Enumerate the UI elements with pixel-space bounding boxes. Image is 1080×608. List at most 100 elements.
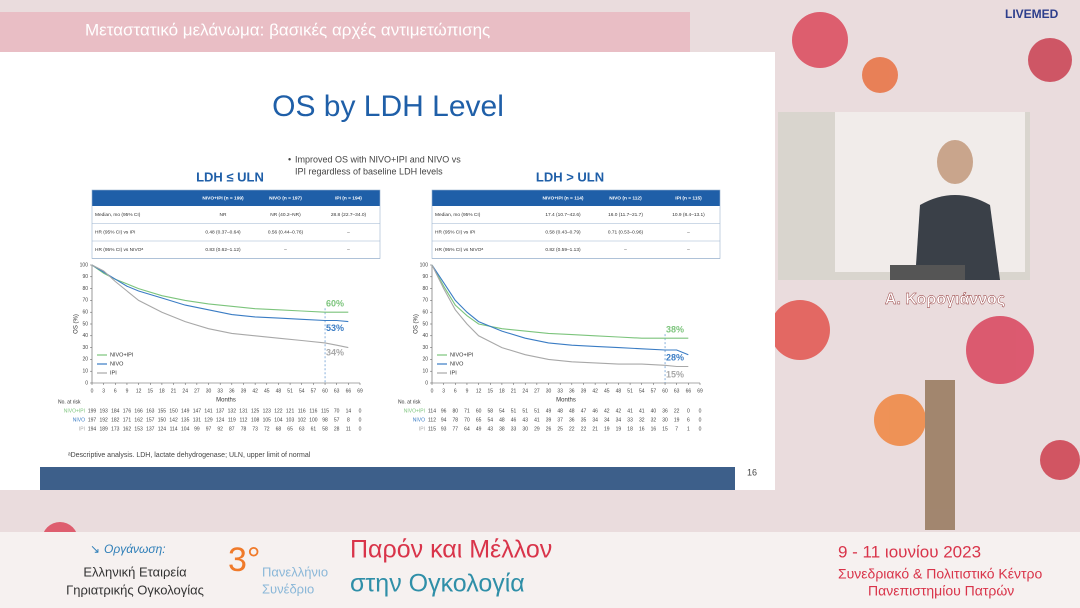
survival-curve bbox=[91, 264, 349, 323]
slide-bar bbox=[40, 467, 735, 490]
y-tick-label: 60 bbox=[82, 310, 88, 316]
speaker-body bbox=[915, 195, 1000, 280]
footer: ↘ Οργάνωση: Ελληνική Εταιρεία Γηριατρική… bbox=[0, 532, 1080, 608]
y-tick-label: 0 bbox=[85, 380, 88, 386]
risk-count: 21 bbox=[592, 426, 598, 432]
table-header-cell: NIVO (n = 112) bbox=[609, 195, 642, 201]
value-label: 34% bbox=[326, 347, 344, 357]
risk-count: 92 bbox=[217, 426, 223, 432]
risk-count: 26 bbox=[546, 426, 552, 432]
legend-label: NIVO bbox=[450, 361, 464, 367]
risk-count: 64 bbox=[464, 426, 470, 432]
risk-count: 99 bbox=[194, 426, 200, 432]
x-tick-label: 24 bbox=[182, 388, 188, 394]
x-tick-label: 18 bbox=[499, 388, 505, 394]
table-cell: 0.58 (0.43–0.79) bbox=[545, 230, 581, 236]
risk-count: 155 bbox=[158, 408, 167, 414]
risk-count: 112 bbox=[428, 417, 436, 423]
y-tick-label: 20 bbox=[82, 357, 88, 363]
x-tick-label: 12 bbox=[476, 388, 482, 394]
x-tick-label: 15 bbox=[147, 388, 153, 394]
risk-count: 176 bbox=[123, 408, 132, 414]
risk-count: 162 bbox=[134, 417, 143, 423]
risk-count: 49 bbox=[546, 408, 552, 414]
y-tick-label: 40 bbox=[422, 333, 428, 339]
risk-count: 32 bbox=[651, 417, 657, 423]
y-axis-label: OS (%) bbox=[74, 314, 80, 334]
risk-count: 0 bbox=[699, 417, 702, 423]
y-tick-label: 80 bbox=[422, 286, 428, 292]
y-tick-label: 40 bbox=[82, 333, 88, 339]
table-cell: – bbox=[284, 248, 287, 253]
risk-count: 33 bbox=[511, 426, 517, 432]
risk-count: 58 bbox=[487, 408, 493, 414]
risk-count: 38 bbox=[499, 426, 505, 432]
risk-count: 15 bbox=[662, 426, 668, 432]
risk-count: 54 bbox=[487, 417, 493, 423]
risk-count: 14 bbox=[346, 408, 352, 414]
x-tick-label: 63 bbox=[334, 388, 340, 394]
bullet-dot: • bbox=[288, 154, 291, 164]
y-tick-label: 80 bbox=[82, 286, 88, 292]
x-tick-label: 48 bbox=[616, 388, 622, 394]
table-header bbox=[92, 190, 380, 206]
x-tick-label: 0 bbox=[431, 388, 434, 394]
x-tick-label: 69 bbox=[697, 388, 703, 394]
risk-count: 116 bbox=[309, 408, 317, 414]
risk-count: 48 bbox=[569, 408, 575, 414]
risk-count: 184 bbox=[111, 408, 120, 414]
risk-count: 71 bbox=[464, 408, 470, 414]
risk-count: 0 bbox=[359, 408, 362, 414]
risk-count: 78 bbox=[241, 426, 247, 432]
organizer-label: Οργάνωση: bbox=[104, 542, 166, 556]
topic: Μεταστατικό μελάνωμα: βασικές αρχές αντι… bbox=[85, 20, 490, 39]
survival-curve bbox=[431, 264, 689, 368]
risk-count: 34 bbox=[616, 417, 622, 423]
risk-count: 121 bbox=[286, 408, 295, 414]
risk-count: 197 bbox=[88, 417, 97, 423]
x-tick-label: 45 bbox=[604, 388, 610, 394]
risk-count: 98 bbox=[322, 417, 328, 423]
x-tick-label: 30 bbox=[546, 388, 552, 394]
risk-count: 103 bbox=[286, 417, 295, 423]
risk-count: 104 bbox=[181, 426, 190, 432]
risk-title: No. at risk bbox=[58, 399, 81, 405]
value-label: 28% bbox=[666, 352, 684, 362]
risk-count: 122 bbox=[274, 408, 283, 414]
survival-curve bbox=[431, 264, 689, 339]
risk-count: 42 bbox=[604, 408, 610, 414]
x-tick-label: 39 bbox=[581, 388, 587, 394]
risk-count: 189 bbox=[99, 426, 108, 432]
survival-curve bbox=[91, 264, 349, 349]
y-axis-label: OS (%) bbox=[414, 314, 420, 334]
x-tick-label: 30 bbox=[206, 388, 212, 394]
risk-count: 16 bbox=[639, 426, 645, 432]
risk-count: 147 bbox=[193, 408, 202, 414]
risk-count: 163 bbox=[146, 408, 155, 414]
table-cell: 16.0 (11.7–21.7) bbox=[608, 212, 643, 218]
risk-count: 129 bbox=[204, 417, 213, 423]
venue: Συνεδριακό & Πολιτιστικό Κέντρο bbox=[838, 566, 1042, 582]
risk-count: 123 bbox=[263, 408, 272, 414]
x-tick-label: 27 bbox=[534, 388, 540, 394]
risk-count: 28 bbox=[334, 426, 340, 432]
y-tick-label: 100 bbox=[420, 262, 429, 268]
risk-count: 7 bbox=[675, 426, 678, 432]
x-tick-label: 18 bbox=[159, 388, 165, 394]
risk-row-name: NIVO+IPI bbox=[404, 408, 425, 414]
congress: Συνέδριο bbox=[262, 581, 314, 596]
risk-count: 63 bbox=[299, 426, 305, 432]
x-tick-label: 6 bbox=[114, 388, 117, 394]
risk-count: 93 bbox=[441, 426, 447, 432]
y-tick-label: 20 bbox=[422, 357, 428, 363]
x-tick-label: 3 bbox=[102, 388, 105, 394]
table-cell: HR (95% CI) vs IPI bbox=[95, 230, 136, 236]
risk-count: 34 bbox=[604, 417, 610, 423]
risk-count: 22 bbox=[581, 426, 587, 432]
risk-count: 115 bbox=[428, 426, 436, 432]
survival-curve bbox=[431, 264, 689, 356]
risk-count: 150 bbox=[158, 417, 167, 423]
risk-count: 65 bbox=[476, 417, 482, 423]
risk-count: 199 bbox=[88, 408, 97, 414]
